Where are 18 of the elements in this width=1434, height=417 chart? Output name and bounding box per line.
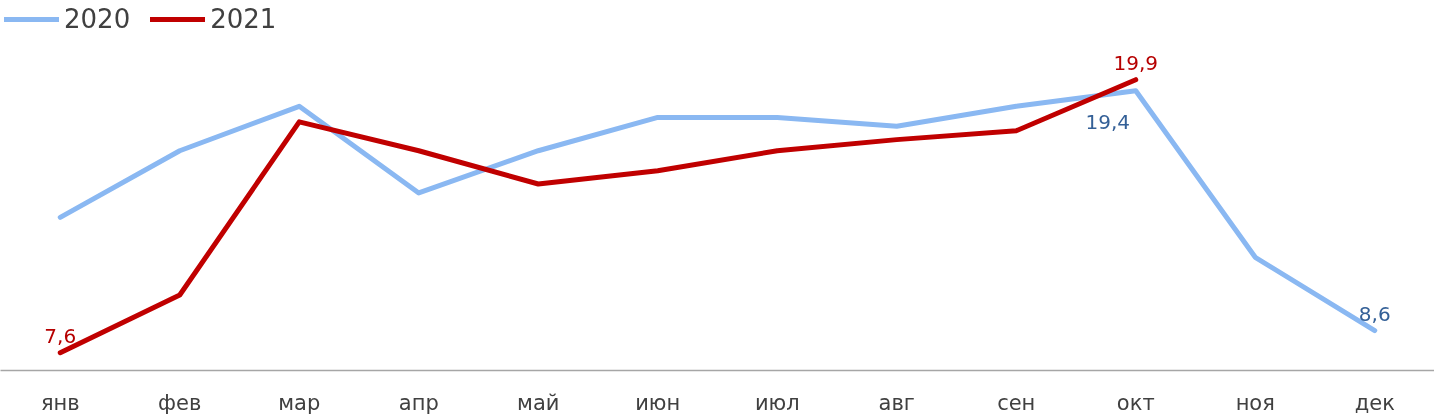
x-tick-label: авг [878,390,915,415]
x-tick-label: сен [997,390,1036,415]
x-tick-label: июл [754,390,800,415]
x-tick-label: апр [398,390,439,415]
data-label: 19,9 [1113,50,1159,75]
x-tick-label: июн [635,390,681,415]
x-tick-label: ноя [1235,390,1275,415]
x-tick-label: янв [40,390,80,415]
x-tick-label: окт [1116,390,1155,415]
legend-label: 2020 [64,4,131,34]
data-label: 8,6 [1358,301,1391,326]
x-tick-label: фев [158,390,202,415]
data-label: 19,4 [1085,109,1131,134]
legend-label: 2021 [210,4,277,34]
x-tick-label: дек [1354,390,1395,415]
data-label: 7,6 [44,323,77,348]
x-tick-label: мар [278,390,321,415]
x-tick-label: май [517,390,560,415]
